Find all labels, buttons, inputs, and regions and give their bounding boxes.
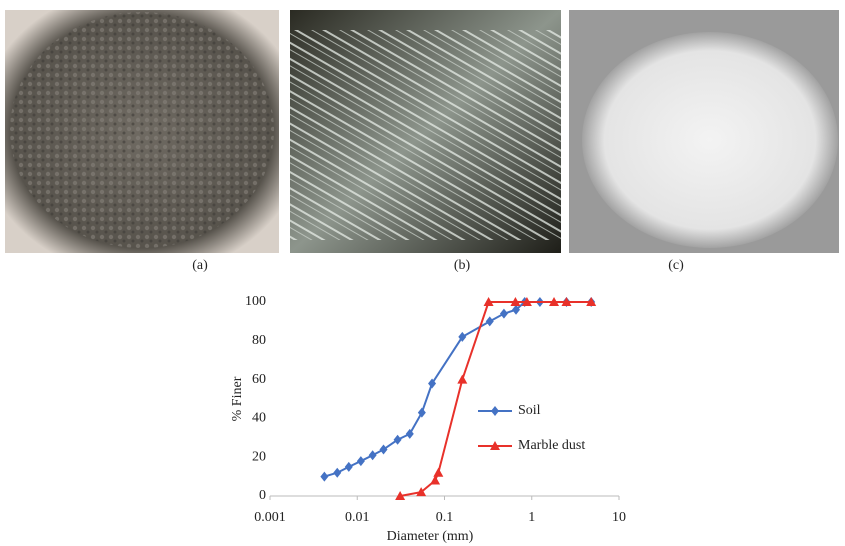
- marker: [486, 316, 494, 326]
- marker: [380, 444, 388, 454]
- photo-marble-powder: [582, 32, 838, 248]
- marker: [345, 462, 353, 472]
- marker: [369, 450, 377, 460]
- marker: [433, 468, 443, 477]
- marker: [333, 468, 341, 478]
- marker: [320, 472, 328, 482]
- marker: [457, 375, 467, 384]
- x-tick-label: 0.01: [345, 510, 370, 525]
- marker: [357, 456, 365, 466]
- photo-fibers-texture: [290, 30, 561, 240]
- figure-canvas: (a) (b) (c) Diameter (mm) % Finer 0.001 0…: [0, 0, 845, 546]
- legend-label: Soil: [518, 403, 541, 418]
- legend-label: Marble dust: [518, 438, 585, 453]
- photo-soil-texture: [10, 12, 274, 248]
- y-tick-label: 40: [252, 411, 266, 426]
- x-tick-label: 0.1: [436, 510, 454, 525]
- marker: [491, 406, 499, 416]
- figure: (a) (b) (c) Diameter (mm) % Finer 0.001 0…: [0, 0, 845, 546]
- marker: [394, 435, 402, 445]
- x-tick-label: 1: [528, 510, 535, 525]
- series-line: [400, 302, 591, 496]
- y-tick-label: 0: [259, 488, 266, 503]
- x-axis-title: Diameter (mm): [387, 529, 474, 544]
- caption: (b): [454, 258, 471, 273]
- y-axis-title: % Finer: [230, 376, 245, 421]
- marker: [430, 475, 440, 484]
- y-tick-label: 60: [252, 372, 266, 387]
- y-tick-label: 80: [252, 333, 266, 348]
- y-tick-label: 100: [245, 294, 266, 309]
- caption: (a): [192, 258, 208, 273]
- marker: [500, 309, 508, 319]
- caption: (c): [668, 258, 684, 273]
- y-tick-label: 20: [252, 449, 266, 464]
- x-tick-label: 0.001: [254, 510, 286, 525]
- x-tick-label: 10: [612, 510, 626, 525]
